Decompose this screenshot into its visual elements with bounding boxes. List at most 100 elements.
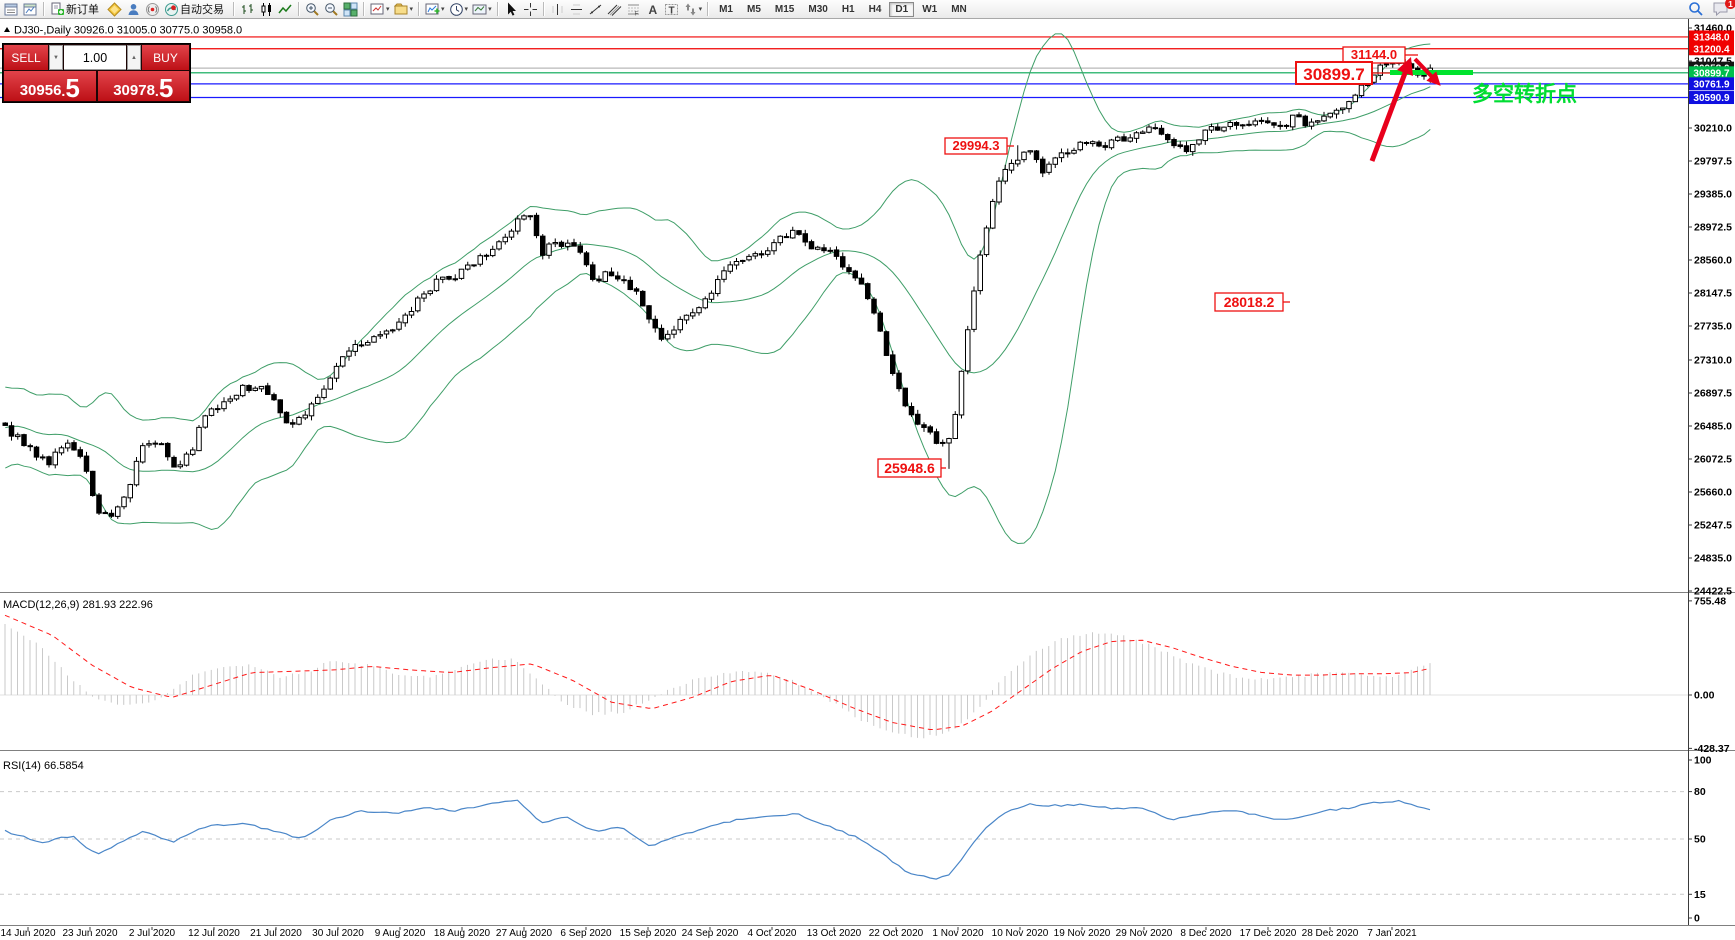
- candlestick-series: [2, 53, 1433, 519]
- sell-price-button[interactable]: 30956. 5: [4, 71, 96, 101]
- svg-text:22 Oct 2020: 22 Oct 2020: [869, 928, 924, 939]
- svg-text:18 Aug 2020: 18 Aug 2020: [434, 928, 491, 939]
- svg-text:0: 0: [1694, 913, 1700, 925]
- svg-text:T: T: [668, 5, 674, 16]
- svg-text:29385.0: 29385.0: [1694, 189, 1732, 201]
- svg-text:29 Nov 2020: 29 Nov 2020: [1116, 928, 1173, 939]
- timeframe-button-m15[interactable]: M15: [774, 3, 795, 15]
- svg-text:10 Nov 2020: 10 Nov 2020: [992, 928, 1049, 939]
- timeframe-button-m1[interactable]: M1: [719, 3, 733, 15]
- chevron-down-icon: ▾: [409, 6, 414, 13]
- horizontal-line-tool-icon[interactable]: [567, 1, 586, 18]
- svg-text:17 Dec 2020: 17 Dec 2020: [1240, 928, 1297, 939]
- price-axis-badges: 31348.031200.430958.030899.730761.930590…: [1689, 30, 1734, 105]
- svg-text:12 Jul 2020: 12 Jul 2020: [188, 928, 240, 939]
- toolbar-separator: [707, 2, 710, 16]
- timeframe-buttons: M1 M5 M15 M30 H1 H4 D1 W1 MN: [712, 1, 974, 17]
- vertical-line-tool-icon[interactable]: [548, 1, 567, 18]
- svg-text:0.00: 0.00: [1694, 690, 1715, 702]
- buy-price-fraction: 5: [158, 72, 174, 103]
- new-order-button[interactable]: 新订单: [48, 1, 105, 18]
- trendline-tool-icon[interactable]: [586, 1, 605, 18]
- svg-text:28560.0: 28560.0: [1694, 255, 1732, 267]
- chevron-down-icon: ▾: [488, 6, 492, 13]
- svg-text:30 Jul 2020: 30 Jul 2020: [312, 928, 364, 939]
- community-icon[interactable]: [124, 1, 143, 18]
- buy-price-button[interactable]: 30978. 5: [97, 71, 189, 103]
- svg-text:15: 15: [1694, 889, 1706, 901]
- chart-canvas[interactable]: 31460.031047.530210.029797.529385.028972…: [0, 19, 1735, 940]
- svg-text:31348.0: 31348.0: [1693, 32, 1730, 43]
- svg-text:30590.9: 30590.9: [1693, 93, 1730, 104]
- autotrading-button[interactable]: 自动交易: [162, 1, 230, 18]
- timeframe-button-m5[interactable]: M5: [747, 3, 761, 15]
- chart-title: DJ30-,Daily 30926.0 31005.0 30775.0 3095…: [14, 25, 242, 37]
- candlestick-mode-icon[interactable]: [257, 1, 276, 18]
- chart-header: DJ30-,Daily 30926.0 31005.0 30775.0 3095…: [3, 25, 242, 773]
- one-click-trading-panel: SELL ▼ 1.00 ▲ BUY 30956. 5 30978. 5: [2, 43, 191, 103]
- toolbar-separator: [363, 2, 365, 16]
- svg-text:13 Oct 2020: 13 Oct 2020: [807, 928, 862, 939]
- svg-text:26072.5: 26072.5: [1694, 454, 1732, 466]
- data-window-icon[interactable]: [21, 1, 40, 18]
- annotations: 31144.0 30899.7 29994.3 28018.2 25948.6 多空转折点: [877, 46, 1577, 478]
- timeframe-button-h1[interactable]: H1: [841, 3, 855, 15]
- svg-text:30899.7: 30899.7: [1303, 65, 1364, 84]
- buy-button[interactable]: BUY: [142, 45, 189, 70]
- notifications-chat-icon[interactable]: 1: [1712, 0, 1735, 22]
- profiles-icon[interactable]: ▾: [392, 1, 416, 18]
- templates-icon[interactable]: ▾: [470, 1, 494, 18]
- macd-label: MACD(12,26,9) 281.93 222.96: [3, 599, 153, 611]
- metaeditor-icon[interactable]: [105, 1, 124, 18]
- text-tool-icon[interactable]: A: [643, 1, 662, 18]
- autotrading-label: 自动交易: [180, 4, 224, 16]
- cursor-icon[interactable]: [502, 1, 521, 18]
- search-icon[interactable]: [1688, 1, 1704, 22]
- crosshair-icon[interactable]: [521, 1, 540, 18]
- timeframe-button-d1[interactable]: D1: [889, 1, 915, 17]
- bar-chart-mode-icon[interactable]: [238, 1, 257, 18]
- collapse-arrow-icon[interactable]: [4, 27, 10, 32]
- timeframe-button-mn[interactable]: MN: [951, 3, 967, 15]
- text-label-tool-icon[interactable]: T: [662, 1, 681, 18]
- volume-increase-button[interactable]: ▲: [127, 45, 141, 70]
- svg-text:30899.7: 30899.7: [1693, 68, 1730, 79]
- toolbar-separator: [496, 2, 499, 16]
- timeframe-button-w1[interactable]: W1: [922, 3, 938, 15]
- sell-price-dot: .: [61, 83, 66, 99]
- toolbar-right-group: 1: [1688, 0, 1735, 22]
- chevron-down-icon: ▾: [386, 6, 390, 13]
- channel-tool-icon[interactable]: [605, 1, 624, 18]
- svg-text:27310.0: 27310.0: [1694, 355, 1732, 367]
- tile-windows-icon[interactable]: [341, 1, 360, 18]
- svg-text:F: F: [634, 11, 638, 17]
- svg-text:24 Sep 2020: 24 Sep 2020: [682, 928, 739, 939]
- indicators-add-icon[interactable]: ▾: [423, 1, 447, 18]
- sell-button[interactable]: SELL: [4, 45, 48, 70]
- zoom-out-icon[interactable]: [322, 1, 341, 18]
- svg-text:A: A: [648, 3, 657, 17]
- chart-background: [0, 19, 1735, 940]
- new-chart-icon[interactable]: ▾: [368, 1, 392, 18]
- svg-text:29994.3: 29994.3: [953, 138, 1000, 153]
- line-chart-mode-icon[interactable]: [276, 1, 295, 18]
- svg-text:6 Sep 2020: 6 Sep 2020: [560, 928, 612, 939]
- svg-text:100: 100: [1694, 755, 1712, 767]
- arrows-tool-icon[interactable]: ▾: [681, 1, 705, 18]
- svg-text:26897.5: 26897.5: [1694, 388, 1732, 400]
- zoom-in-icon[interactable]: [303, 1, 322, 18]
- timeframe-button-m30[interactable]: M30: [808, 3, 828, 15]
- volume-decrease-button[interactable]: ▼: [49, 45, 63, 70]
- svg-text:26485.0: 26485.0: [1694, 421, 1732, 433]
- toolbar-separator: [233, 2, 235, 16]
- price-axis-labels: 31460.031047.530210.029797.529385.028972…: [1688, 23, 1732, 925]
- date-axis-labels: 14 Jun 2020 23 Jun 2020 2 Jul 2020 12 Jul 2…: [0, 927, 1417, 939]
- market-watch-window-icon[interactable]: [2, 1, 21, 18]
- macd-indicator: [0, 614, 1688, 739]
- signals-icon[interactable]: [143, 1, 162, 18]
- timeframe-button-h4[interactable]: H4: [868, 3, 882, 15]
- volume-input[interactable]: 1.00: [64, 45, 126, 70]
- fibonacci-tool-icon[interactable]: F: [624, 1, 643, 18]
- pane-separators: [0, 19, 1735, 927]
- periods-clock-icon[interactable]: ▾: [447, 1, 471, 18]
